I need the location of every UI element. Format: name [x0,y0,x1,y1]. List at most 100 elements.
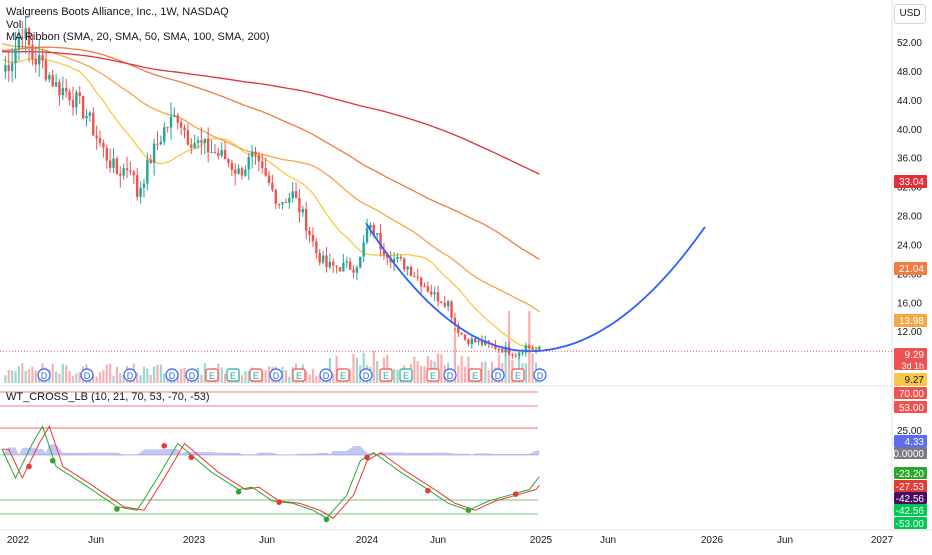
candle-body [497,349,501,351]
osc-label-bg [894,480,927,492]
candle-body [463,334,467,340]
volume-bar [420,366,423,383]
event-marker-e: E [379,368,393,382]
volume-bar [480,362,484,383]
volume-bar [284,370,288,383]
cross-dot [235,489,242,495]
candle-body [58,82,61,96]
candle-body [325,255,328,268]
price-label-bg [894,314,927,327]
volume-bar [109,363,112,383]
sma-20-line [1,58,540,349]
cross-dot [276,499,282,505]
time-tick-label: 2027 [871,535,894,546]
price-tick-label: 44.00 [897,96,922,107]
earnings-square [205,368,219,382]
candle-body [237,168,240,174]
candle-body [264,168,267,176]
volume-bar [142,366,146,383]
volume-bar [4,375,7,383]
volume-bar [34,370,37,383]
volume-legend: Vol [6,19,22,31]
cross-dot [161,443,168,449]
volume-bar [68,371,71,383]
candle-body [179,122,183,128]
candle-body [85,115,88,119]
event-marker-d: D [165,368,179,382]
candle-body [247,156,250,170]
candle-body [37,55,41,65]
earnings-square [426,368,440,382]
earnings-square [379,368,393,382]
candle-body [413,275,416,277]
event-marker-d: D [80,368,94,382]
volume-bar [376,360,379,383]
candle-body [524,345,528,353]
candle-body [139,187,142,197]
ma-ribbon [1,43,540,349]
candle-body [54,82,58,87]
event-marker-e: E [511,368,525,382]
osc-label-bg [894,504,927,516]
candle-body [467,339,470,345]
candle-body [386,254,389,258]
volume-bar [305,371,308,383]
candle-body [298,197,301,213]
volume-bar [220,367,223,383]
currency-button[interactable]: USD [894,4,926,24]
candle-body [257,155,261,162]
event-letter: E [403,371,409,381]
candle-body [416,276,419,278]
earnings-square [226,368,240,382]
candle-body [163,127,166,142]
volume-bar [460,356,463,383]
candle-body [369,225,372,229]
candle-body [125,168,129,171]
candle-body [21,37,24,39]
candle-body [122,168,125,176]
event-marker-d: D [269,368,283,382]
candle-body [261,161,264,169]
candle-body [521,352,524,354]
time-axis: 2022 Jun 2023 Jun 2024 Jun 2025 Jun 2026 Jun 2027 [7,535,894,546]
candle-body [355,267,359,273]
candle-body [254,151,257,156]
event-marker-e: E [205,368,219,382]
volume-bar [318,375,321,383]
candle-body [335,265,338,268]
volume-bar [349,369,352,383]
candle-body [75,92,78,108]
osc-label-value: 0.0000 [893,449,924,460]
candle-body [234,169,237,174]
volume-bar [139,375,142,383]
candle-body [311,234,315,242]
event-marker-e: E [249,368,263,382]
osc-label-bg [894,467,927,479]
event-letter: E [515,371,521,381]
time-tick-label: Jun [430,535,446,546]
osc-label-value: 4.33 [905,437,925,448]
candle-body [142,183,146,188]
dividend-circle [80,368,94,382]
volume-bar [531,353,534,383]
earnings-square [292,368,306,382]
volume-bar [413,356,416,383]
event-letter: D [537,371,544,381]
candle-body [338,267,342,272]
candle-body [78,92,81,97]
dividend-circle [37,368,51,382]
candle-body [480,340,484,345]
osc-label-bg [894,387,927,399]
dividend-circle [443,368,457,382]
dividend-circle [123,368,137,382]
candle-body [152,143,156,164]
cross-dot [49,457,56,464]
time-tick-label: 2022 [7,535,30,546]
candle-body [88,112,92,116]
volume-bar [416,361,419,383]
volume-bar [65,365,68,383]
candle-body [342,262,345,272]
candle-body [65,88,68,92]
dividend-circle [491,368,505,382]
